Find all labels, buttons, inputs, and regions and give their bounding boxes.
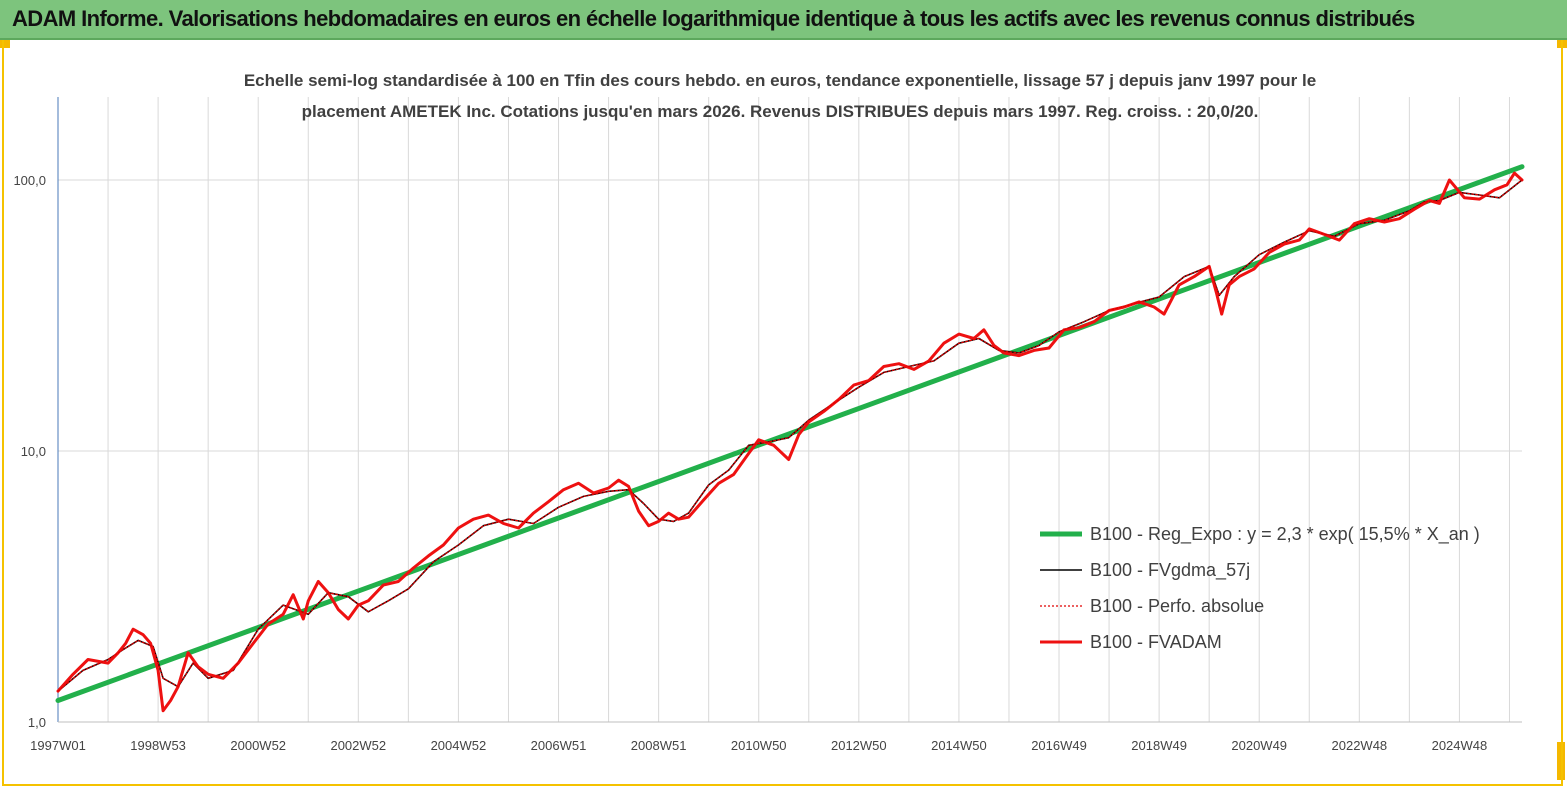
x-tick-label: 2004W52 xyxy=(431,738,487,753)
legend-label: B100 - FVgdma_57j xyxy=(1090,560,1250,581)
x-tick-label: 1998W53 xyxy=(130,738,186,753)
x-tick-label: 2000W52 xyxy=(230,738,286,753)
corner-marker-top-left xyxy=(0,40,10,48)
header-bar: ADAM Informe. Valorisations hebdomadaire… xyxy=(0,0,1567,40)
series-line-main xyxy=(56,171,1524,713)
grid-layer xyxy=(57,97,1522,723)
x-tick-label: 2020W49 xyxy=(1231,738,1287,753)
series-layer xyxy=(55,164,1525,713)
x-tick-label: 2022W48 xyxy=(1332,738,1388,753)
series-line-dotted xyxy=(57,179,1523,692)
legend-label: B100 - FVADAM xyxy=(1090,632,1222,652)
x-tick-label: 2014W50 xyxy=(931,738,987,753)
legend-label: B100 - Perfo. absolue xyxy=(1090,596,1264,616)
x-tick-label: 2006W51 xyxy=(531,738,587,753)
chart-frame xyxy=(2,40,1563,786)
x-tick-label: 2002W52 xyxy=(330,738,386,753)
y-tick-label: 1,0 xyxy=(28,715,46,730)
legend: B100 - Reg_Expo : y = 2,3 * exp( 15,5% *… xyxy=(1040,524,1480,652)
legend-label: B100 - Reg_Expo : y = 2,3 * exp( 15,5% *… xyxy=(1090,524,1480,545)
y-tick-label: 10,0 xyxy=(21,444,46,459)
axes: 1,0 10,0 100,0 1997W01 1998W53 2000W52 2002W52… xyxy=(13,97,1522,753)
x-tick-label: 2024W48 xyxy=(1432,738,1488,753)
x-tick-label: 2012W50 xyxy=(831,738,887,753)
series-line-smooth xyxy=(57,179,1523,692)
chart-subtitle: Echelle semi-log standardisée à 100 en T… xyxy=(244,71,1316,121)
chart-subtitle-line-1: Echelle semi-log standardisée à 100 en T… xyxy=(244,71,1316,90)
page-title: ADAM Informe. Valorisations hebdomadaire… xyxy=(12,6,1415,31)
x-tick-label: 2016W49 xyxy=(1031,738,1087,753)
x-tick-label: 2008W51 xyxy=(631,738,687,753)
y-tick-label: 100,0 xyxy=(13,173,46,188)
series-line-regression xyxy=(55,164,1525,703)
x-tick-label: 2018W49 xyxy=(1131,738,1187,753)
chart-subtitle-line-2: placement AMETEK Inc. Cotations jusqu'en… xyxy=(302,102,1259,121)
x-tick-label: 2010W50 xyxy=(731,738,787,753)
x-tick-label: 1997W01 xyxy=(30,738,86,753)
